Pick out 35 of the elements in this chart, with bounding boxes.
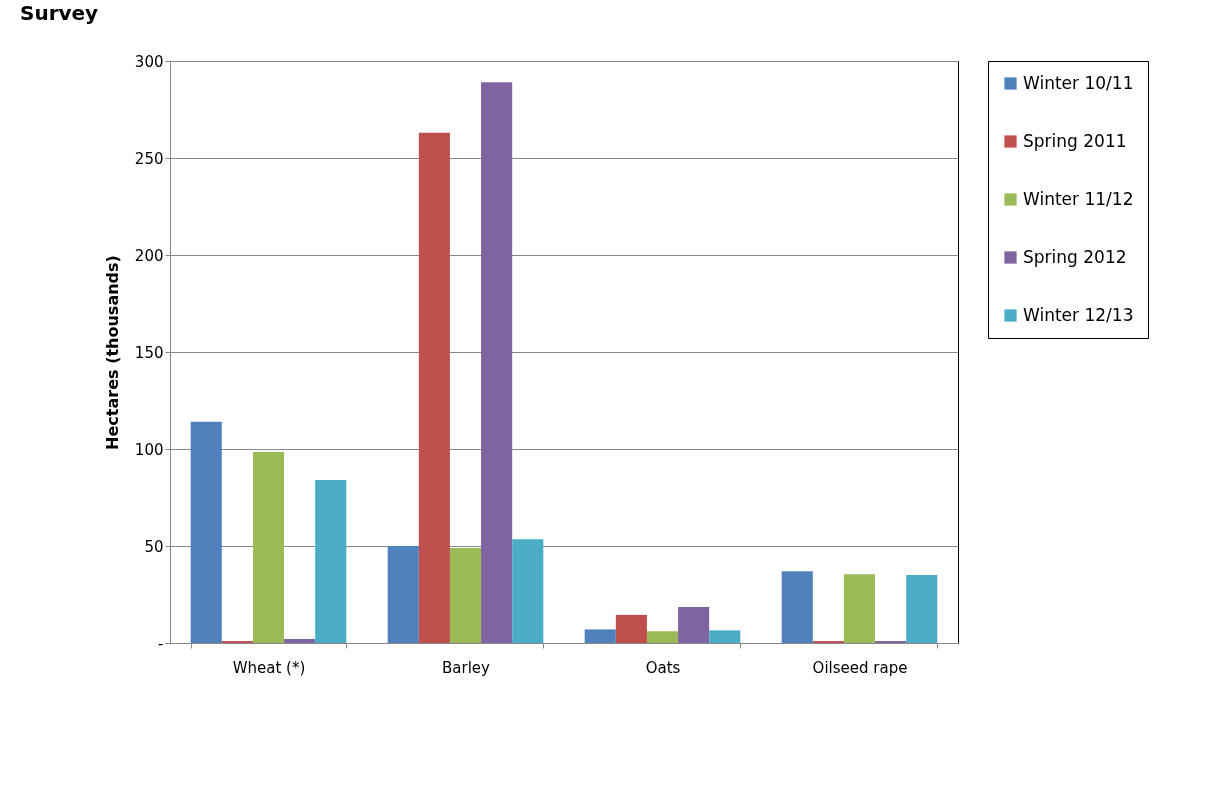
legend-label: Spring 2011 [1023,130,1127,151]
y-tick-label: 100 [134,440,164,459]
y-tick-label: - [158,634,164,653]
bar [781,571,813,643]
legend-label: Winter 10/11 [1023,72,1134,93]
x-tick-label: Oats [645,658,681,677]
y-tick-label: 200 [134,246,164,265]
bar [449,547,482,643]
legend-label: Winter 12/13 [1023,304,1134,325]
bar [843,574,876,643]
bar [906,575,938,643]
legend-label: Spring 2012 [1023,246,1127,267]
y-tick-label: 250 [134,149,164,168]
y-axis-title: Hectares (thousands) [102,255,122,450]
x-tick-label: Wheat (*) [232,658,306,677]
bar [315,480,347,643]
bar [284,639,316,643]
bar [678,607,710,643]
y-tick-label: 300 [134,52,164,71]
y-tick-label: 150 [134,343,164,362]
legend-label: Winter 11/12 [1023,188,1134,209]
bar [512,539,544,643]
bar [252,451,285,643]
x-tick-label: Oilseed rape [812,658,908,677]
bar [646,631,679,643]
bar [709,630,741,643]
bar [615,614,647,643]
bar [190,421,222,643]
bar [584,629,616,643]
chart-title: Survey [20,1,99,25]
y-tick-label: 50 [144,537,164,556]
bar [481,82,513,643]
bar [418,132,450,643]
x-tick-label: Barley [442,658,491,677]
bar [387,546,419,643]
